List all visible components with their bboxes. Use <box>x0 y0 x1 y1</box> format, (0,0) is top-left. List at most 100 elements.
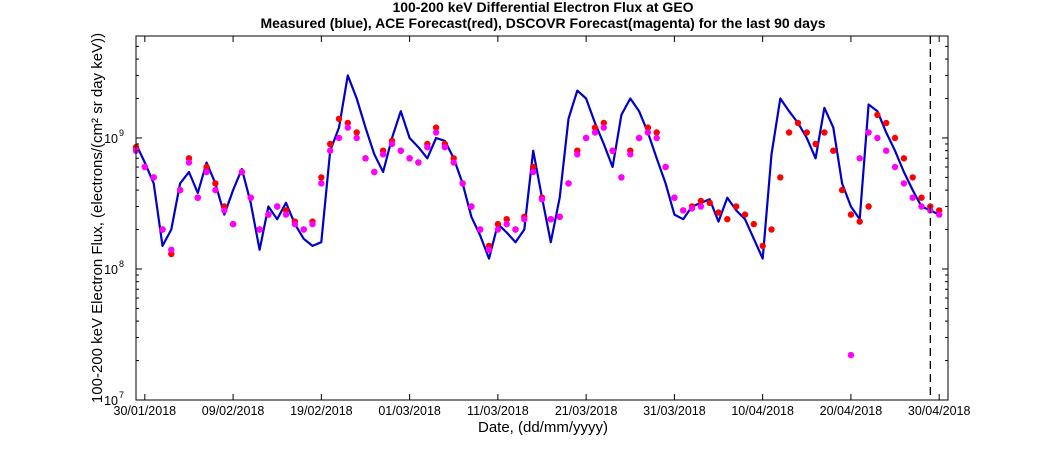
data-point-ace <box>530 163 537 171</box>
data-point-ace <box>891 134 899 142</box>
x-tick-label: 31/03/2018 <box>643 404 706 418</box>
data-point-dscovr <box>680 207 687 214</box>
data-point-ace <box>724 216 731 223</box>
data-point-dscovr <box>485 246 493 253</box>
data-point-ace <box>838 186 846 194</box>
x-tick-label: 11/03/2018 <box>467 404 529 418</box>
y-tick-label: 10 <box>104 132 118 146</box>
data-point-dscovr <box>247 194 254 201</box>
data-point-ace <box>212 180 219 187</box>
data-point-ace <box>768 226 775 233</box>
data-point-ace <box>759 242 766 250</box>
x-axis-label: Date, (dd/mm/yyyy) <box>478 419 608 436</box>
data-point-ace <box>821 129 828 136</box>
series-measured <box>135 74 940 260</box>
data-point-dscovr <box>574 151 581 158</box>
data-point-dscovr <box>874 134 881 142</box>
data-point-ace <box>733 203 740 210</box>
data-point-dscovr <box>327 147 334 154</box>
data-point-dscovr <box>379 151 387 158</box>
x-tick-label: 30/04/2018 <box>908 404 971 418</box>
data-point-ace <box>777 174 784 181</box>
x-tick-label: 09/02/2018 <box>202 404 265 418</box>
data-point-dscovr <box>556 213 563 220</box>
y-tick-label: 10 <box>104 394 118 408</box>
data-point-dscovr <box>565 180 572 187</box>
data-point-dscovr <box>662 163 669 171</box>
data-point-dscovr <box>362 155 369 162</box>
data-point-ace <box>856 218 863 225</box>
data-point-dscovr <box>159 226 166 233</box>
data-point-dscovr <box>918 203 925 210</box>
data-point-dscovr <box>176 186 184 194</box>
data-point-dscovr <box>238 168 246 176</box>
y-tick-label: 10 <box>104 263 118 277</box>
data-point-ace <box>830 147 837 154</box>
data-point-dscovr <box>891 163 899 171</box>
data-point-dscovr <box>600 124 607 131</box>
y-tick-exponent: 7 <box>119 390 124 400</box>
data-point-dscovr <box>512 226 519 233</box>
data-point-dscovr <box>265 211 272 218</box>
data-point-ace <box>494 220 502 228</box>
data-point-dscovr <box>274 203 281 210</box>
data-point-dscovr <box>671 194 678 201</box>
data-point-dscovr <box>318 180 325 187</box>
data-point-ace <box>644 124 652 131</box>
data-point-ace <box>918 194 925 201</box>
data-point-dscovr <box>282 211 290 218</box>
data-point-ace <box>909 174 916 181</box>
data-point-dscovr <box>229 220 237 228</box>
data-point-dscovr <box>432 129 440 136</box>
data-point-dscovr <box>406 155 413 162</box>
data-point-dscovr <box>936 211 943 218</box>
data-point-ace <box>353 129 360 136</box>
data-point-dscovr <box>847 351 855 359</box>
data-point-ace <box>803 129 810 136</box>
data-point-dscovr <box>644 129 652 136</box>
data-point-dscovr <box>521 216 528 223</box>
data-point-dscovr <box>627 151 634 158</box>
data-point-ace <box>865 203 872 210</box>
data-point-ace <box>812 140 819 148</box>
data-point-dscovr <box>353 134 360 142</box>
y-tick-exponent: 9 <box>119 128 124 138</box>
y-axis-label: 100-200 keV Electron Flux, (electrons/(c… <box>89 33 106 403</box>
ticks-layer: 30/01/2018 09/02/2018 19/02/2018 01/03/2018… <box>104 35 971 418</box>
data-point-dscovr <box>291 220 299 228</box>
data-point-dscovr <box>371 168 378 176</box>
data-point-dscovr <box>415 159 422 166</box>
data-point-dscovr <box>547 216 554 223</box>
data-point-dscovr <box>450 159 457 166</box>
data-point-dscovr <box>221 207 228 214</box>
data-point-dscovr <box>591 129 599 136</box>
data-point-dscovr <box>150 174 157 181</box>
x-tick-label: 21/03/2018 <box>555 404 618 418</box>
data-point-dscovr <box>530 168 537 176</box>
data-point-ace <box>715 209 722 216</box>
data-point-dscovr <box>335 134 343 142</box>
data-point-dscovr <box>141 163 148 171</box>
data-point-dscovr <box>344 124 351 131</box>
data-point-ace <box>706 199 713 206</box>
data-point-dscovr <box>185 159 193 166</box>
data-point-dscovr <box>397 147 404 154</box>
chart-subtitle: Measured (blue), ACE Forecast(red), DSCO… <box>260 15 825 31</box>
data-point-dscovr <box>168 246 175 253</box>
data-point-ace <box>653 129 660 136</box>
data-point-dscovr <box>635 134 643 142</box>
x-tick-label: 19/02/2018 <box>290 404 353 418</box>
data-point-dscovr <box>618 174 625 181</box>
data-point-ace <box>600 119 607 127</box>
data-point-dscovr <box>538 196 546 203</box>
data-point-dscovr <box>653 134 660 142</box>
data-point-dscovr <box>865 129 872 136</box>
data-point-dscovr <box>609 147 616 154</box>
y-tick-exponent: 8 <box>119 259 124 269</box>
data-point-dscovr <box>203 168 210 176</box>
data-point-dscovr <box>300 226 307 233</box>
x-tick-label: 20/04/2018 <box>820 404 883 418</box>
data-point-ace <box>432 124 440 131</box>
x-tick-label: 01/03/2018 <box>378 404 441 418</box>
